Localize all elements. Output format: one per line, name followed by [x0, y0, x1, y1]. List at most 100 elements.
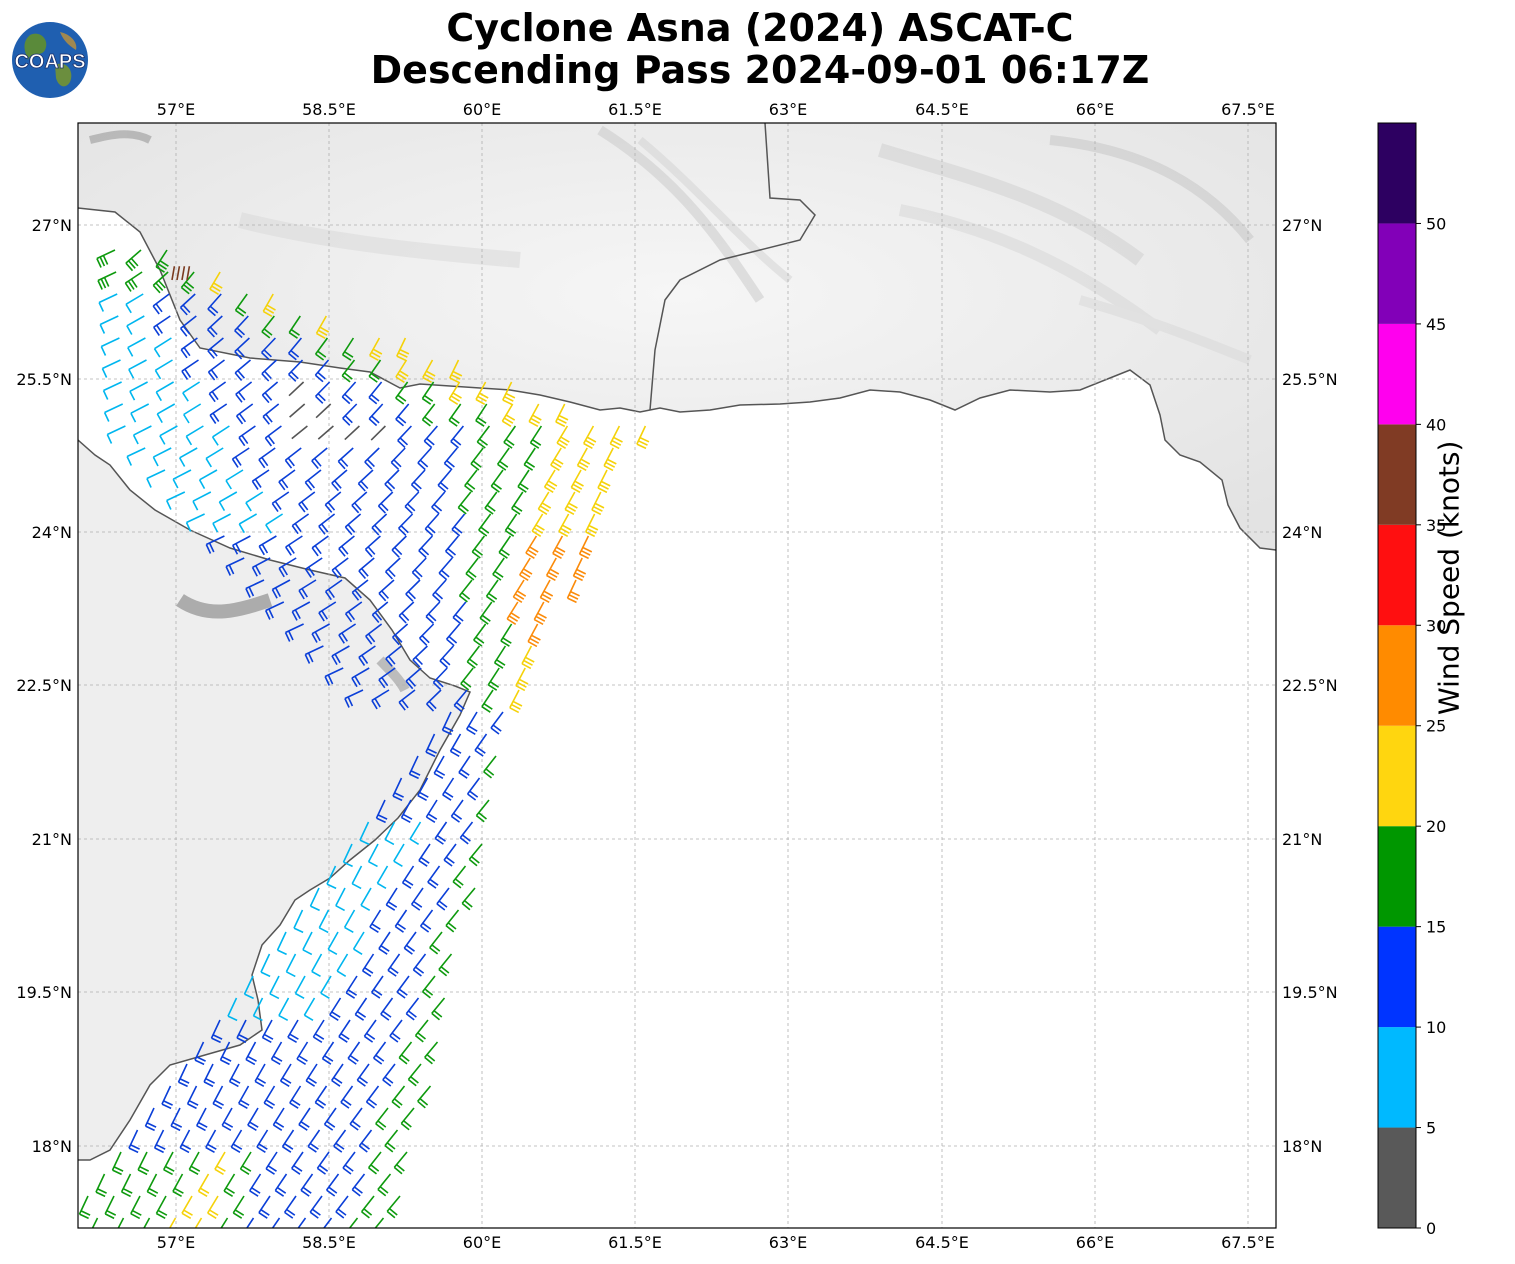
- lon-tick-label: 57°E: [157, 100, 195, 119]
- colorbar-swatch: [1378, 1127, 1416, 1228]
- wind-barb: [235, 403, 254, 425]
- wind-barb: [474, 733, 488, 757]
- wind-barb: [475, 381, 489, 406]
- wind-barb: [442, 777, 455, 801]
- wind-barb: [351, 667, 370, 688]
- wind-barb: [450, 799, 464, 823]
- wind-barb: [274, 1173, 288, 1197]
- wind-barb: [316, 1151, 330, 1175]
- wind-barb: [263, 1085, 276, 1109]
- wind-barb: [340, 1085, 354, 1109]
- wind-barb: [528, 403, 542, 428]
- wind-barb: [374, 1217, 385, 1228]
- wind-barb: [460, 667, 474, 691]
- wind-barb: [258, 1195, 271, 1219]
- wind-barb: [424, 1041, 439, 1065]
- wind-barb: [558, 513, 572, 538]
- wind-barb: [517, 469, 530, 493]
- wind-barb: [95, 1173, 107, 1198]
- colorbar-tick-label: 40: [1426, 415, 1446, 434]
- wind-barb: [452, 865, 467, 889]
- wind-barb: [344, 689, 364, 708]
- wind-barb: [225, 469, 244, 490]
- wind-barb: [392, 777, 404, 802]
- wind-barb: [337, 447, 354, 470]
- lon-tick-label: 60°E: [463, 1233, 501, 1252]
- wind-barb: [527, 623, 541, 648]
- wind-barb: [278, 557, 297, 578]
- wind-barb: [344, 425, 360, 441]
- wind-barb: [393, 1151, 408, 1175]
- wind-barb: [287, 1019, 299, 1043]
- wind-barb: [309, 887, 320, 912]
- wind-barb: [146, 1173, 159, 1198]
- wind-barb: [298, 1107, 311, 1131]
- wind-barb: [400, 1107, 415, 1131]
- lat-tick-label: 25.5°N: [1282, 370, 1338, 389]
- wind-barb: [370, 425, 386, 441]
- wind-barb: [281, 1129, 295, 1153]
- wind-barb: [370, 975, 384, 999]
- wind-barb: [519, 557, 533, 581]
- wind-barb: [152, 293, 170, 315]
- wind-barb: [481, 689, 494, 713]
- wind-barb: [314, 359, 330, 383]
- wind-barb: [458, 579, 473, 603]
- wind-barb: [258, 535, 277, 556]
- wind-barb: [159, 425, 178, 445]
- colorbar-tick-label: 10: [1426, 1018, 1446, 1037]
- wind-barb: [288, 359, 304, 382]
- wind-barb: [289, 1085, 302, 1109]
- wind-barb: [358, 557, 375, 580]
- wind-barb: [181, 1195, 193, 1219]
- wind-barb: [453, 689, 468, 713]
- wind-barb: [376, 865, 389, 889]
- wind-barb: [288, 315, 301, 339]
- wind-barb: [127, 337, 146, 357]
- colorbar: [1377, 122, 1417, 1229]
- wind-barb: [271, 491, 290, 513]
- colorbar-swatch: [1378, 725, 1416, 827]
- wind-barb: [97, 271, 117, 290]
- wind-barb: [636, 425, 650, 450]
- wind-barb: [152, 447, 172, 467]
- colorbar-frame: [1377, 122, 1417, 1229]
- wind-barb: [298, 491, 316, 513]
- wind-barb: [521, 645, 535, 670]
- gridlines: [78, 123, 1276, 1228]
- wind-barb: [276, 931, 287, 956]
- wind-barb: [124, 271, 143, 292]
- wind-barb: [591, 491, 605, 516]
- colorbar-tick-label: 5: [1426, 1119, 1436, 1138]
- wind-barb: [210, 1019, 223, 1044]
- wind-barb: [294, 975, 306, 1000]
- wind-barb: [351, 491, 368, 514]
- wind-barb: [365, 1085, 380, 1109]
- wind-barb: [351, 1173, 366, 1197]
- land-oman: [78, 440, 470, 1160]
- wind-barb: [496, 447, 510, 471]
- wind-barb: [183, 403, 202, 424]
- wind-barb: [422, 359, 436, 384]
- colorbar-tick-label: 15: [1426, 918, 1446, 937]
- wind-barb: [130, 1195, 142, 1220]
- wind-barb: [432, 579, 447, 603]
- wind-barb: [287, 337, 303, 361]
- wind-barb: [312, 1019, 325, 1043]
- wind-barb: [484, 491, 498, 515]
- wind-barb: [258, 447, 276, 469]
- wind-barb: [468, 843, 483, 867]
- wind-barb: [570, 469, 584, 494]
- wind-barb: [371, 689, 390, 710]
- wind-barb: [311, 953, 323, 978]
- wind-barb: [234, 293, 248, 317]
- wind-barb: [245, 579, 265, 598]
- wind-barb: [448, 403, 462, 427]
- wind-barb: [398, 601, 415, 624]
- wind-barb: [291, 1151, 304, 1175]
- wind-barb: [338, 1019, 351, 1043]
- wind-barb: [181, 359, 199, 380]
- wind-barb: [368, 403, 384, 427]
- wind-barb: [309, 1195, 323, 1219]
- lon-tick-label: 63°E: [769, 100, 807, 119]
